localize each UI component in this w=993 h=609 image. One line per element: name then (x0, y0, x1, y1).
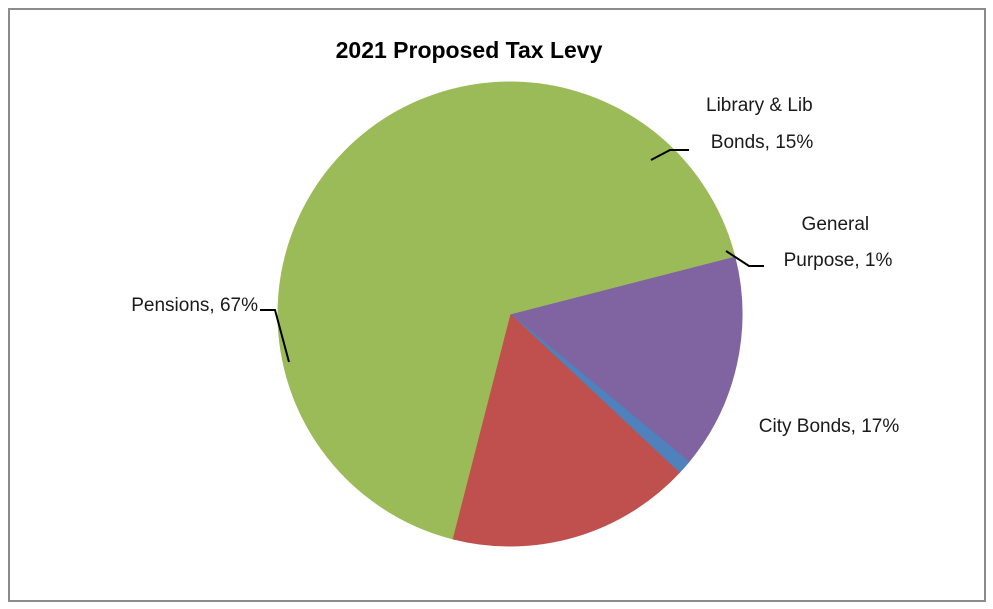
pie-slice-pensions (277, 81, 736, 540)
slice-label-library: Library & Lib Bonds, 15% (706, 95, 818, 153)
slice-label-city-bonds: City Bonds, 17% (759, 416, 900, 437)
pie-slices (277, 81, 743, 547)
pie-slice-city-bonds (451, 313, 680, 547)
slice-label-general: General Purpose, 1% (784, 214, 893, 271)
slice-label-pensions: Pensions, 67% (131, 295, 258, 316)
leader-line-library (650, 149, 689, 161)
leader-line-pensions (260, 309, 290, 363)
leader-line-general (725, 250, 764, 267)
chart-title: 2021 Proposed Tax Levy (336, 37, 603, 63)
pie-slice-library (508, 255, 743, 463)
